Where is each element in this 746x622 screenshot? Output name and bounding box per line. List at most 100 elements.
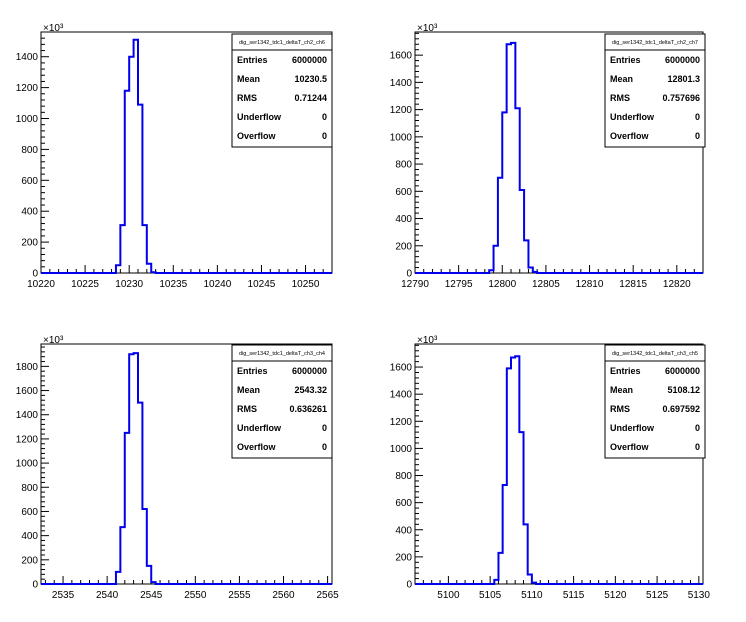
y-tick-label: 200 [21, 555, 38, 566]
stat-label-overflow: Overflow [237, 131, 277, 141]
x-tick-label: 2550 [184, 590, 207, 601]
stat-label-mean: Mean [610, 385, 633, 395]
x-tick-label: 2555 [228, 590, 251, 601]
y-tick-label: 1400 [16, 410, 39, 421]
y-tick-label: 400 [21, 207, 38, 218]
y-tick-label: 600 [395, 187, 412, 198]
stat-label-rms: RMS [237, 404, 257, 414]
histogram-panel-1: 0 200 400 600 800 1000 1200 1400 10220 10225 10230… [16, 23, 333, 290]
x-tick-label: 12820 [663, 279, 691, 290]
y-tick-label: 800 [395, 160, 412, 171]
x-tick-label: 5130 [688, 590, 711, 601]
stat-value-entries: 6000000 [665, 366, 700, 376]
histogram-line [415, 41, 703, 274]
stat-label-entries: Entries [610, 55, 641, 65]
stat-label-mean: Mean [237, 385, 260, 395]
stats-box-title: dig_ser1342_tdc1_deltaT_ch2_ch7 [612, 40, 698, 46]
x-tick-label: 2545 [140, 590, 163, 601]
y-tick-label: 800 [21, 145, 38, 156]
y-tick-label: 1400 [16, 52, 39, 63]
x-tick-label: 12815 [619, 279, 647, 290]
stat-label-underflow: Underflow [610, 112, 655, 122]
x-tick-label: 5120 [604, 590, 627, 601]
x-tick-label: 12805 [532, 279, 560, 290]
stat-value-mean: 10230.5 [294, 74, 327, 84]
histogram-line [41, 352, 332, 585]
x-tick-label: 10250 [292, 279, 320, 290]
x-tick-label: 10240 [203, 279, 231, 290]
x-tick-label: 2535 [52, 590, 75, 601]
y-tick-label: 1200 [16, 83, 39, 94]
stat-label-entries: Entries [237, 366, 268, 376]
y-tick-label: 600 [21, 176, 38, 187]
stat-value-underflow: 0 [322, 423, 327, 433]
x-tick-label: 2560 [272, 590, 295, 601]
x-tick-label: 5110 [521, 590, 543, 601]
y-tick-label: 200 [21, 238, 38, 249]
stat-label-entries: Entries [237, 55, 268, 65]
y-tick-label: 0 [406, 580, 412, 591]
y-tick-label: 800 [395, 471, 412, 482]
y-tick-label: 1200 [390, 105, 413, 116]
stat-label-rms: RMS [610, 404, 630, 414]
stat-value-rms: 0.71244 [294, 93, 327, 103]
y-multiplier-label: ×10³ [43, 335, 64, 346]
y-tick-label: 1200 [390, 417, 413, 428]
stat-label-mean: Mean [610, 74, 633, 84]
stat-value-mean: 12801.3 [667, 74, 700, 84]
stats-box-title: dig_ser1342_tdc1_deltaT_ch3_ch4 [239, 351, 325, 357]
stat-label-overflow: Overflow [237, 442, 277, 452]
stat-label-underflow: Underflow [237, 423, 282, 433]
y-tick-label: 800 [21, 483, 38, 494]
stat-label-overflow: Overflow [610, 442, 650, 452]
x-tick-label: 10235 [159, 279, 187, 290]
stat-label-underflow: Underflow [610, 423, 655, 433]
stat-label-rms: RMS [237, 93, 257, 103]
y-tick-label: 1200 [16, 434, 39, 445]
histogram-panel-2: 0 200 400 600 800 1000 1200 1400 1600 12790 12795 1… [390, 23, 706, 290]
stats-box: dig_ser1342_tdc1_deltaT_ch2_ch7 Entries 60… [604, 33, 706, 148]
stat-value-entries: 6000000 [292, 55, 327, 65]
y-tick-label: 400 [21, 531, 38, 542]
stat-value-rms: 0.757696 [662, 93, 700, 103]
stat-value-entries: 6000000 [665, 55, 700, 65]
y-tick-label: 1000 [16, 114, 39, 125]
stat-value-underflow: 0 [695, 112, 700, 122]
y-tick-label: 400 [395, 525, 412, 536]
stats-box-frame [231, 33, 333, 148]
stats-box-frame [604, 33, 706, 148]
stat-value-underflow: 0 [695, 423, 700, 433]
x-tick-label: 10230 [115, 279, 143, 290]
stats-box: dig_ser1342_tdc1_deltaT_ch2_ch6 Entries 60… [231, 33, 333, 148]
stats-box: dig_ser1342_tdc1_deltaT_ch3_ch5 Entries 60… [604, 344, 706, 459]
x-tick-label: 5100 [437, 590, 460, 601]
stat-label-mean: Mean [237, 74, 260, 84]
histogram-panel-4: 0 200 400 600 800 1000 1200 1400 1600 5100 5105 511… [390, 335, 711, 601]
x-tick-label: 5115 [563, 590, 585, 601]
y-tick-label: 600 [21, 507, 38, 518]
stat-value-rms: 0.636261 [289, 404, 327, 414]
x-tick-label: 12800 [488, 279, 516, 290]
x-tick-label: 10225 [71, 279, 99, 290]
stat-label-rms: RMS [610, 93, 630, 103]
y-tick-label: 1800 [16, 362, 39, 373]
stats-box-frame [604, 344, 706, 459]
stat-label-underflow: Underflow [237, 112, 282, 122]
y-tick-label: 1000 [390, 132, 413, 143]
histogram-bin [511, 358, 515, 584]
x-tick-label: 5105 [479, 590, 502, 601]
stats-box: dig_ser1342_tdc1_deltaT_ch3_ch4 Entries 60… [231, 344, 333, 459]
y-tick-label: 1600 [390, 363, 413, 374]
stat-value-overflow: 0 [695, 131, 700, 141]
y-tick-label: 200 [395, 241, 412, 252]
stat-label-entries: Entries [610, 366, 641, 376]
y-tick-label: 600 [395, 498, 412, 509]
y-tick-label: 1000 [16, 459, 39, 470]
y-tick-label: 0 [32, 580, 38, 591]
stats-box-frame [231, 344, 333, 459]
stat-value-entries: 6000000 [292, 366, 327, 376]
stats-box-title: dig_ser1342_tdc1_deltaT_ch3_ch5 [612, 351, 698, 357]
x-tick-label: 12795 [445, 279, 473, 290]
x-tick-label: 10220 [27, 279, 55, 290]
